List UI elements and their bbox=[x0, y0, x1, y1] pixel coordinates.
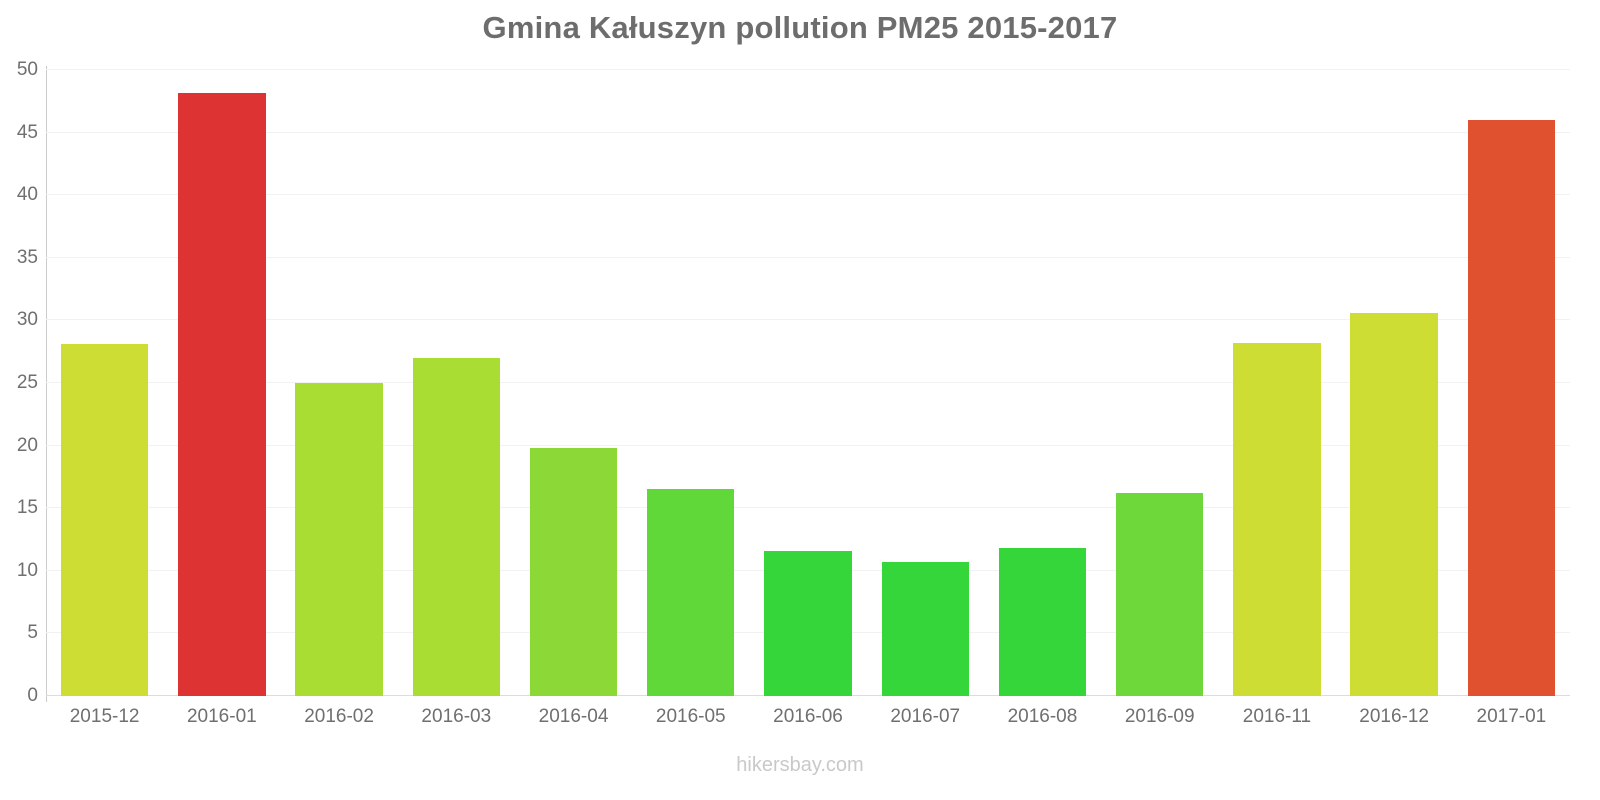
bar[interactable] bbox=[295, 383, 383, 696]
bar-slot bbox=[60, 70, 149, 696]
x-tick-label: 2015-12 bbox=[69, 706, 140, 727]
y-tick-label: 10 bbox=[16, 559, 38, 581]
y-tick-label: 15 bbox=[16, 497, 38, 519]
bar-slot bbox=[881, 70, 969, 696]
bar-slot bbox=[1233, 70, 1321, 696]
bar[interactable] bbox=[1350, 312, 1438, 696]
bar-slot bbox=[529, 70, 618, 696]
bar[interactable] bbox=[529, 448, 618, 696]
bar[interactable] bbox=[1467, 120, 1556, 696]
bar[interactable] bbox=[1116, 493, 1204, 696]
bar-slot bbox=[764, 70, 852, 696]
bar[interactable] bbox=[764, 550, 852, 696]
y-tick-label: 50 bbox=[16, 59, 38, 80]
bar-slot bbox=[998, 70, 1087, 696]
bar[interactable] bbox=[412, 357, 500, 696]
y-axis-tick-labels: 0 5 10 15 20 25 30 35 40 45 50 bbox=[0, 59, 38, 706]
bar-slot bbox=[1116, 70, 1204, 696]
plot-area bbox=[46, 69, 1570, 696]
x-tick-label: 2016-04 bbox=[538, 706, 609, 727]
y-tick-label: 30 bbox=[16, 309, 38, 331]
bar-slot bbox=[412, 70, 500, 696]
x-tick-label: 2016-01 bbox=[186, 706, 257, 727]
x-tick-label: 2016-06 bbox=[773, 706, 843, 727]
bar-slot bbox=[295, 70, 383, 696]
bar-slot bbox=[1467, 70, 1556, 696]
x-tick-label: 2016-03 bbox=[421, 706, 492, 727]
y-axis-line bbox=[46, 66, 47, 702]
x-tick-label: 2016-08 bbox=[1007, 706, 1078, 727]
bar-slot bbox=[647, 70, 735, 696]
y-tick-label: 20 bbox=[16, 434, 38, 456]
x-tick-label: 2016-12 bbox=[1359, 706, 1430, 727]
y-tick-label: 35 bbox=[16, 246, 38, 268]
bar-slot bbox=[1350, 70, 1438, 696]
bar-slot bbox=[178, 70, 266, 696]
x-tick-label: 2016-02 bbox=[304, 706, 374, 727]
x-tick-label: 2016-09 bbox=[1124, 706, 1195, 727]
chart-title: Gmina Kałuszyn pollution PM25 2015-2017 bbox=[482, 10, 1118, 45]
y-tick-label: 0 bbox=[27, 685, 38, 706]
bar[interactable] bbox=[881, 562, 969, 696]
bar-series bbox=[46, 70, 1570, 696]
bar[interactable] bbox=[1233, 342, 1321, 696]
y-tick-label: 40 bbox=[16, 184, 38, 206]
bar[interactable] bbox=[178, 92, 266, 696]
bar[interactable] bbox=[998, 548, 1087, 696]
footer-credit: hikersbay.com bbox=[736, 754, 864, 776]
x-tick-label: 2017-01 bbox=[1476, 706, 1547, 727]
x-axis-tick-labels: 2015-12 2016-01 2016-02 2016-03 2016-04 2016-… bbox=[46, 706, 1570, 736]
y-tick-label: 45 bbox=[16, 121, 38, 143]
y-tick-label: 5 bbox=[27, 622, 38, 644]
y-tick-label: 25 bbox=[16, 372, 38, 393]
x-tick-label: 2016-11 bbox=[1242, 706, 1312, 727]
x-tick-label: 2016-07 bbox=[890, 706, 961, 727]
x-tick-label: 2016-05 bbox=[655, 706, 726, 727]
bar[interactable] bbox=[647, 489, 735, 696]
bar[interactable] bbox=[60, 344, 149, 696]
